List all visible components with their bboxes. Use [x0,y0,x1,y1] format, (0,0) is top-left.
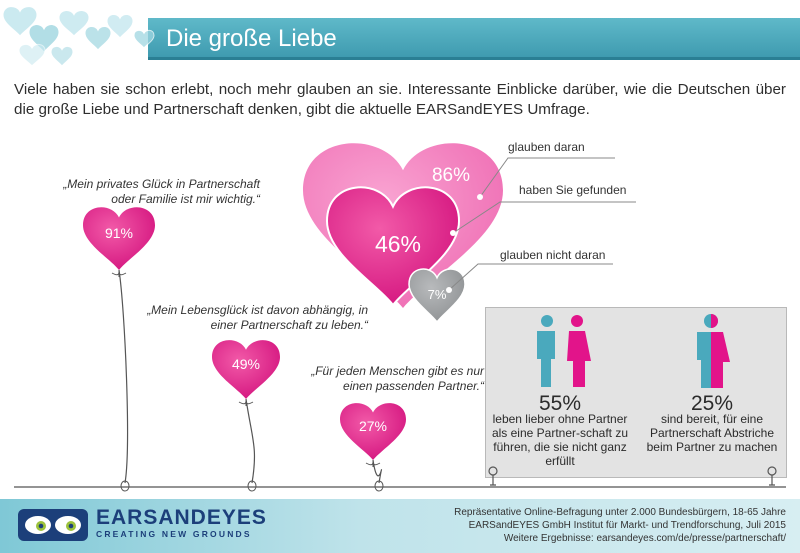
balloon-string-3 [372,459,383,484]
header-bar [148,18,800,60]
stat-right-percent: 25% [690,392,734,415]
balloon-heart-49 [212,340,280,399]
balloon-label-49: 49% [232,356,260,372]
header-heart-7 [18,43,46,67]
half-man-half-woman-icon [697,314,730,388]
heart-not-believe-7 [408,268,466,324]
leader-dot-not-believe [446,287,452,293]
balloon-string-2 [245,398,256,484]
hearts-decoration-icon [2,6,155,67]
pin-left [488,466,498,476]
heart-label-46: 46% [375,231,421,257]
footer-link[interactable]: Weitere Ergebnisse: earsandeyes.com/de/p… [503,533,786,544]
heart-label-7: 7% [428,287,447,302]
footer-source-line: Repräsentative Online-Befragung unter 2.… [454,507,786,518]
intro-text: Viele haben sie schon erlebt, noch mehr … [14,81,786,118]
heart-found-46 [325,186,461,307]
leader-found [452,201,636,234]
callout-believe: glauben daran [508,140,585,154]
balloon-bow-2 [238,400,254,406]
stat-left-percent: 55% [538,392,582,415]
footer-bar [0,499,800,553]
stats-icons [488,309,777,486]
footer-institute-line: EARSandEYES GmbH Institut für Markt- und… [468,520,786,531]
page-title: Die große Liebe [166,25,337,52]
leader-believe [479,157,615,198]
balloon-label-91: 91% [105,225,133,241]
balloon-string-1 [118,269,129,484]
quote-one-partner: „Für jeden Menschen gibt es nur einen pa… [311,364,484,393]
header-heart-5 [106,14,134,39]
balloon-bow-3 [365,461,381,467]
leader-dot-found [450,230,456,236]
header-heart-3 [58,10,90,37]
leader-not-believe [448,263,613,291]
heart-label-86: 86% [432,165,470,186]
stat-right-text: sind bereit, für eine Partnerschaft Abst… [646,412,778,454]
stat-left-text: leben lieber ohne Partner als eine Partn… [491,412,629,468]
balloon-label-27: 27% [359,418,387,434]
balloon-bows [111,271,384,492]
balloon-heart-91 [83,207,155,270]
pin-right [767,466,777,476]
leader-dot-believe [477,194,483,200]
stats-box [485,307,787,478]
infographic-chart: 91% 49% 27% 86% 46% 7% [14,143,786,492]
split-couple-icon [537,309,591,391]
balloon-heart-27 [340,403,406,460]
balloon-anchor-3 [374,480,384,492]
header-heart-8 [50,45,74,67]
balloon-anchor-2 [247,480,257,492]
quote-private-happiness: „Mein privates Glück in Partnerschaft od… [63,177,260,206]
header-heart-2 [28,24,60,53]
header-heart-1 [2,6,38,37]
callout-found: haben Sie gefunden [519,183,627,197]
logo-tagline: CREATING NEW GROUNDS [96,529,252,539]
header-heart-4 [84,26,112,51]
header-heart-6 [133,29,155,49]
callout-not-believe: glauben nicht daran [500,248,606,262]
quote-life-happiness: „Mein Lebensglück ist davon abhängig, in… [147,303,368,332]
balloon-anchor-1 [120,480,130,492]
logo-name: EARSANDEYES [96,506,267,529]
eyes-logo-icon [18,509,88,541]
balloon-bow-1 [111,271,127,277]
